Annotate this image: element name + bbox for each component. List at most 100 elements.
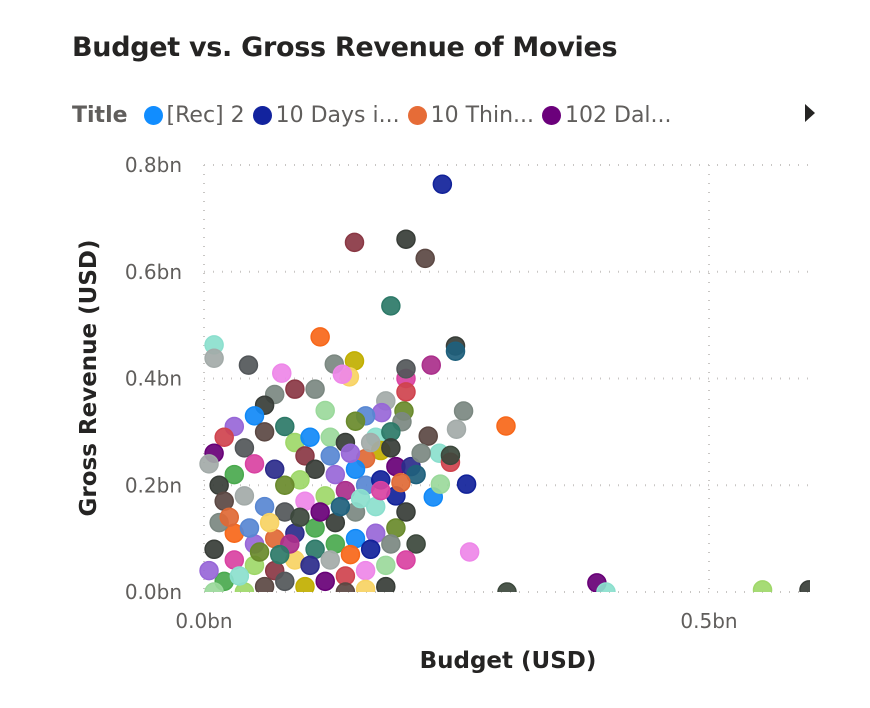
data-point: [224, 550, 245, 570]
data-point: [224, 464, 245, 485]
data-point: [320, 446, 340, 466]
data-point: [305, 518, 325, 538]
points-layer: [199, 174, 810, 592]
data-point: [340, 544, 361, 565]
data-point: [445, 341, 466, 362]
data-point: [295, 446, 315, 466]
data-point: [396, 229, 416, 249]
legend-marker-icon: [407, 105, 427, 125]
data-point: [290, 507, 310, 528]
legend-marker-icon: [542, 105, 562, 125]
data-point: [300, 427, 320, 447]
data-point: [355, 579, 376, 592]
data-point: [315, 571, 335, 592]
data-point: [300, 555, 320, 576]
data-point: [396, 382, 416, 402]
data-point: [496, 416, 516, 436]
data-point: [396, 502, 416, 522]
data-point: [315, 400, 335, 421]
legend-marker-icon: [252, 105, 272, 125]
data-point: [272, 363, 292, 383]
data-point: [430, 474, 451, 494]
legend-label: [Rec] 2: [166, 102, 245, 128]
data-point: [320, 550, 340, 570]
data-point: [239, 518, 260, 538]
legend-item[interactable]: 10 Thin...: [407, 102, 535, 128]
data-point: [332, 364, 353, 384]
data-point: [365, 523, 386, 544]
data-point: [305, 539, 325, 560]
data-point: [325, 464, 346, 485]
y-tick-label: 0.2bn: [125, 473, 182, 497]
legend-next-arrow-icon[interactable]: [805, 104, 815, 122]
data-point: [214, 427, 234, 447]
data-point: [752, 580, 773, 592]
x-axis-label: Budget (USD): [420, 648, 597, 674]
data-point: [360, 539, 381, 560]
legend-label: 10 Days i...: [275, 102, 400, 128]
data-point: [396, 359, 416, 379]
data-point: [199, 454, 219, 474]
y-tick-label: 0.6bn: [125, 260, 182, 284]
data-point: [418, 426, 438, 446]
data-point: [386, 518, 406, 538]
data-point: [360, 432, 381, 453]
data-point: [305, 459, 325, 479]
data-point: [204, 348, 224, 368]
data-point: [234, 438, 255, 458]
data-point: [244, 454, 265, 474]
data-point: [295, 491, 315, 512]
y-tick-label: 0.4bn: [125, 367, 182, 391]
data-point: [350, 488, 371, 509]
data-point: [381, 296, 401, 316]
data-point: [315, 486, 335, 506]
y-axis-label: Gross Revenue (USD): [76, 239, 102, 516]
legend-label: 102 Dal...: [565, 102, 672, 128]
data-point: [325, 534, 346, 554]
data-point: [254, 496, 275, 517]
data-point: [411, 443, 431, 463]
data-point: [596, 582, 616, 592]
data-point: [453, 401, 474, 421]
data-point: [381, 534, 401, 554]
data-point: [335, 582, 356, 592]
data-point: [214, 491, 234, 512]
data-point: [372, 402, 392, 423]
data-point: [310, 327, 330, 347]
data-point: [199, 560, 219, 581]
data-point: [209, 475, 229, 495]
legend-item[interactable]: 102 Dal...: [542, 103, 672, 128]
data-point: [310, 502, 330, 522]
data-point: [345, 459, 366, 479]
data-point: [456, 474, 477, 494]
legend-marker-icon: [143, 105, 163, 125]
data-point: [275, 416, 295, 437]
data-point: [259, 512, 280, 533]
data-point: [421, 355, 441, 375]
data-point: [396, 550, 416, 570]
data-point: [275, 475, 295, 495]
legend-label: 10 Thin...: [430, 102, 535, 128]
data-point: [355, 560, 376, 581]
data-point: [254, 422, 275, 442]
data-point: [325, 512, 346, 533]
legend: Title [Rec] 2 10 Days i... 10 Thin... 10…: [72, 100, 680, 130]
data-point: [344, 232, 365, 253]
data-point: [432, 174, 453, 194]
data-point: [264, 459, 285, 479]
x-tick-label: 0.5bn: [680, 609, 737, 633]
data-point: [391, 472, 411, 493]
data-point: [275, 571, 295, 592]
data-point: [234, 486, 255, 506]
data-point: [459, 542, 480, 562]
data-point: [446, 419, 467, 439]
data-point: [204, 582, 224, 592]
data-point: [204, 539, 224, 560]
legend-item[interactable]: 10 Days i...: [252, 102, 400, 128]
legend-title: Title: [72, 102, 128, 128]
data-point: [244, 406, 265, 426]
data-point: [376, 555, 396, 576]
legend-item[interactable]: [Rec] 2: [143, 102, 245, 128]
data-point: [219, 507, 239, 528]
